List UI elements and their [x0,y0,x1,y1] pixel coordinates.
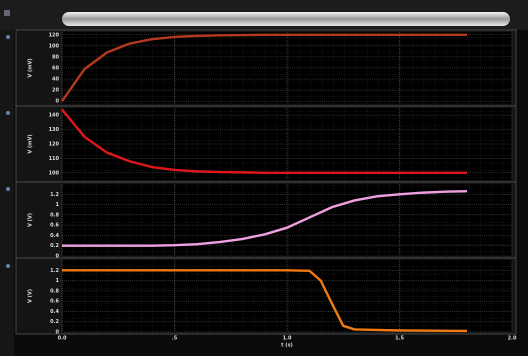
y-tick-label: 0.4 [50,233,59,239]
panel-handle[interactable] [6,35,10,39]
panel-handle[interactable] [6,264,10,268]
y-tick-label: 0.2 [50,319,59,325]
side-strip [0,8,14,356]
y-tick-label: 0.8 [50,288,59,294]
y-axis-label: V (mV) [28,58,34,77]
y-tick-label: 0.6 [50,299,59,305]
y-tick-label: 130 [49,127,60,133]
panel-handle[interactable] [6,187,10,191]
y-tick-label: 100 [49,170,60,176]
y-tick-label: 0.6 [50,223,59,229]
y-tick-label: 1 [56,202,60,208]
panel-handle[interactable] [6,111,10,115]
scrollbar[interactable] [62,12,510,26]
y-tick-label: 60 [52,66,59,72]
y-axis-label: V (V) [28,289,34,303]
x-tick-label: 1.0 [283,336,292,342]
y-tick-label: 0 [56,99,60,105]
y-tick-label: 20 [52,88,59,94]
y-axis-label: V (mV) [28,134,34,153]
y-tick-label: 0.4 [50,309,59,315]
x-tick-label: 0.0 [58,336,67,342]
y-tick-label: 140 [49,113,60,119]
y-tick-label: 100 [49,43,60,49]
waveform-viewer: 0 20 40 60 80 100 120 V (mV) 100 110 120 130 140 V (m… [0,0,528,356]
x-tick-label: 2.0 [508,336,517,342]
y-tick-label: 1.2 [50,192,59,198]
y-tick-label: 40 [52,77,59,83]
y-tick-label: 0.2 [50,243,59,249]
menu-icon[interactable] [4,10,10,16]
x-axis-label: t (s) [281,343,293,349]
y-tick-label: 110 [49,156,60,162]
y-tick-label: 1.2 [50,268,59,274]
y-tick-label: 80 [52,54,59,60]
x-tick-label: 1.5 [395,336,404,342]
y-tick-label: 0.8 [50,212,59,218]
y-axis-label: V (V) [28,213,34,227]
y-tick-label: 120 [49,142,60,148]
y-tick-label: 120 [49,32,60,38]
plots: 0 20 40 60 80 100 120 V (mV) 100 110 120 130 140 V (m… [16,30,517,349]
y-tick-label: 1 [56,278,60,284]
x-tick-label: .5 [172,336,178,342]
